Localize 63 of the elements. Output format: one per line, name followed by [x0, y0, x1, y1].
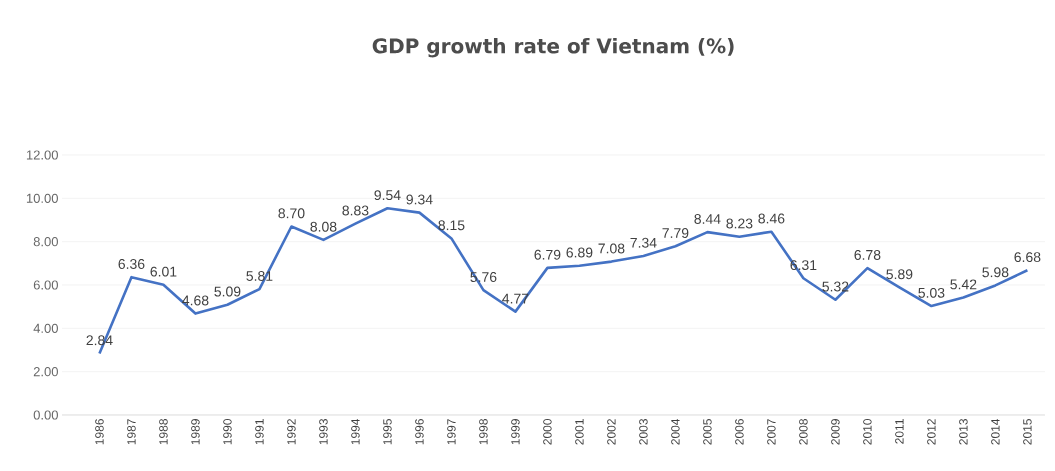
data-label: 5.89 — [886, 269, 913, 280]
data-label: 6.79 — [534, 249, 561, 260]
data-label: 7.08 — [598, 243, 625, 254]
x-tick-label: 2008 — [799, 419, 808, 445]
data-label: 5.98 — [982, 267, 1009, 278]
x-tick-label: 1989 — [191, 419, 200, 445]
data-label: 6.68 — [1014, 252, 1041, 263]
x-tick-label: 1993 — [319, 419, 328, 445]
x-tick-label: 2010 — [863, 418, 872, 445]
x-tick-label: 2001 — [575, 419, 584, 445]
x-tick-label: 1987 — [127, 419, 136, 445]
x-tick-label: 1994 — [351, 418, 360, 445]
data-label: 8.15 — [438, 220, 465, 231]
data-label: 6.36 — [118, 259, 145, 269]
data-label: 9.54 — [374, 190, 401, 201]
x-tick-label: 1986 — [95, 419, 104, 445]
x-tick-label: 2005 — [703, 419, 712, 445]
data-label: 7.79 — [662, 228, 689, 239]
data-label: 6.78 — [854, 249, 881, 260]
x-tick-label: 2011 — [895, 419, 904, 444]
data-label: 4.68 — [182, 295, 209, 306]
x-tick-label: 1999 — [511, 419, 520, 445]
data-label: 8.23 — [726, 218, 753, 229]
x-tick-label: 2006 — [735, 419, 744, 445]
x-tick-label: 1996 — [415, 419, 424, 445]
data-label: 8.70 — [278, 208, 305, 219]
y-tick-label: 2.00 — [33, 367, 58, 377]
y-tick-label: 0.00 — [33, 410, 58, 420]
x-tick-label: 2003 — [639, 419, 648, 445]
y-tick-label: 12.00 — [26, 150, 58, 160]
x-tick-label: 2004 — [671, 418, 680, 445]
x-tick-label: 2013 — [959, 419, 968, 445]
y-tick-label: 6.00 — [33, 280, 58, 290]
data-label: 5.09 — [214, 286, 241, 297]
x-tick-label: 1997 — [447, 419, 456, 445]
data-label: 7.34 — [630, 237, 657, 248]
y-tick-label: 10.00 — [26, 193, 58, 203]
x-tick-label: 1991 — [255, 419, 264, 445]
data-label: 6.01 — [150, 266, 177, 277]
x-tick-label: 2015 — [1023, 419, 1032, 445]
x-tick-label: 2012 — [927, 419, 936, 445]
data-label: 9.34 — [406, 194, 433, 205]
x-tick-label: 1990 — [223, 418, 232, 445]
y-tick-label: 4.00 — [33, 323, 58, 333]
x-tick-label: 1988 — [159, 419, 168, 445]
y-tick-label: 8.00 — [33, 237, 58, 247]
x-tick-label: 2002 — [607, 419, 616, 445]
x-tick-label: 2000 — [543, 418, 552, 445]
data-label: 5.42 — [950, 279, 977, 290]
x-tick-label: 1995 — [383, 419, 392, 445]
x-tick-label: 2014 — [991, 418, 1000, 445]
data-label: 8.46 — [758, 213, 785, 224]
data-label: 8.83 — [342, 205, 369, 216]
data-label: 6.89 — [566, 247, 593, 258]
data-label: 5.03 — [918, 287, 945, 298]
x-tick-label: 1998 — [479, 419, 488, 445]
x-tick-label: 1992 — [287, 419, 296, 445]
x-tick-label: 2007 — [767, 419, 776, 445]
data-label: 5.32 — [822, 281, 849, 292]
data-label: 8.44 — [694, 214, 721, 224]
x-tick-label: 2009 — [831, 419, 840, 445]
data-label: 8.08 — [310, 221, 337, 232]
chart-title: GDP growth rate of Vietnam (%) — [372, 37, 734, 58]
